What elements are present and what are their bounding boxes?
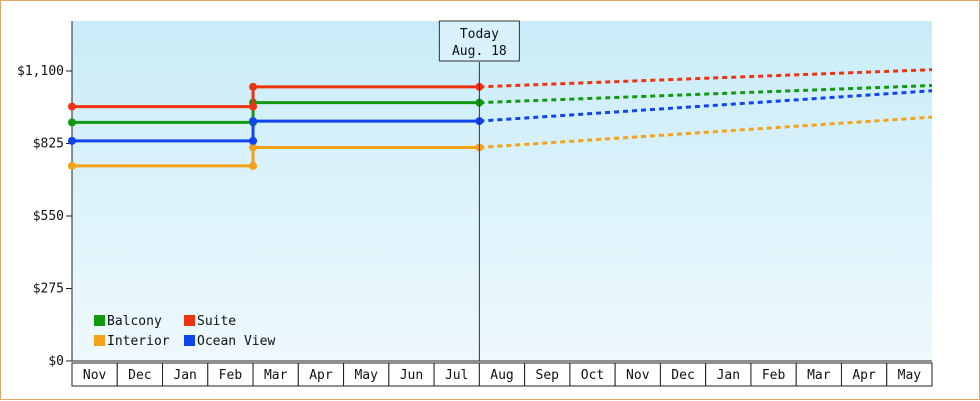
plot-area <box>72 21 932 361</box>
x-tick-label: Feb <box>219 368 243 383</box>
series-projection <box>479 89 933 123</box>
y-axis: $0 $275 $550 $825 $1,100 <box>17 21 73 369</box>
x-tick-label: Jun <box>400 368 423 383</box>
series-line <box>72 85 480 109</box>
series-layer <box>68 68 933 170</box>
legend-label: Interior <box>107 334 170 349</box>
x-tick-label: Oct <box>581 368 604 383</box>
data-point <box>249 102 258 111</box>
x-tick-label: Jan <box>717 368 740 383</box>
x-tick-label: Sep <box>536 368 560 383</box>
data-point <box>68 102 76 111</box>
today-label: Today <box>460 27 499 42</box>
today-date: Aug. 18 <box>452 44 507 59</box>
y-tick-label: $275 <box>33 282 64 297</box>
series-line <box>72 119 480 143</box>
x-tick-label: Jul <box>445 368 468 383</box>
series-projection <box>479 84 933 105</box>
x-tick-label: Dec <box>128 368 151 383</box>
x-tick-label: Nov <box>626 368 650 383</box>
data-point <box>249 82 258 91</box>
data-point <box>68 136 76 145</box>
data-point <box>249 136 258 145</box>
x-tick-label: Apr <box>309 368 333 383</box>
x-tick-label: May <box>898 368 922 383</box>
legend-swatch <box>94 335 105 346</box>
data-point <box>249 143 258 152</box>
legend: Balcony Suite Interior Ocean View <box>94 314 275 349</box>
series-projection <box>479 68 933 89</box>
x-tick-label: Dec <box>671 368 694 383</box>
legend-swatch <box>184 315 195 326</box>
legend-swatch <box>94 315 105 326</box>
x-axis: Nov Dec Jan Feb Mar Apr May Jun Jul Aug Sep Oct Nov D… <box>71 360 933 387</box>
legend-label: Balcony <box>107 314 162 329</box>
data-point <box>249 161 258 170</box>
y-tick-label: $0 <box>48 354 64 369</box>
series-line <box>72 145 480 168</box>
data-point <box>68 118 76 127</box>
x-tick-label: Mar <box>807 368 831 383</box>
series-projection <box>479 115 933 149</box>
today-marker: Today Aug. 18 <box>438 20 520 361</box>
series-interior <box>68 115 933 170</box>
y-tick-label: $1,100 <box>17 64 64 79</box>
today-box <box>438 20 520 62</box>
data-point <box>249 117 258 126</box>
legend-label: Suite <box>197 314 236 329</box>
x-tick-label: Apr <box>852 368 876 383</box>
x-tick-label: Nov <box>83 368 107 383</box>
y-tick-label: $825 <box>33 137 64 152</box>
x-tick-label: Feb <box>762 368 786 383</box>
series-line <box>72 101 480 124</box>
x-tick-box <box>886 362 933 387</box>
x-tick-label: Mar <box>264 368 288 383</box>
legend-swatch <box>184 335 195 346</box>
series-ocean-view <box>68 89 933 145</box>
legend-label: Ocean View <box>197 334 275 349</box>
y-tick-label: $550 <box>33 209 64 224</box>
x-tick-label: May <box>354 368 378 383</box>
x-tick-label: Aug <box>490 368 513 383</box>
data-point <box>68 161 76 170</box>
x-tick-label: Jan <box>173 368 196 383</box>
